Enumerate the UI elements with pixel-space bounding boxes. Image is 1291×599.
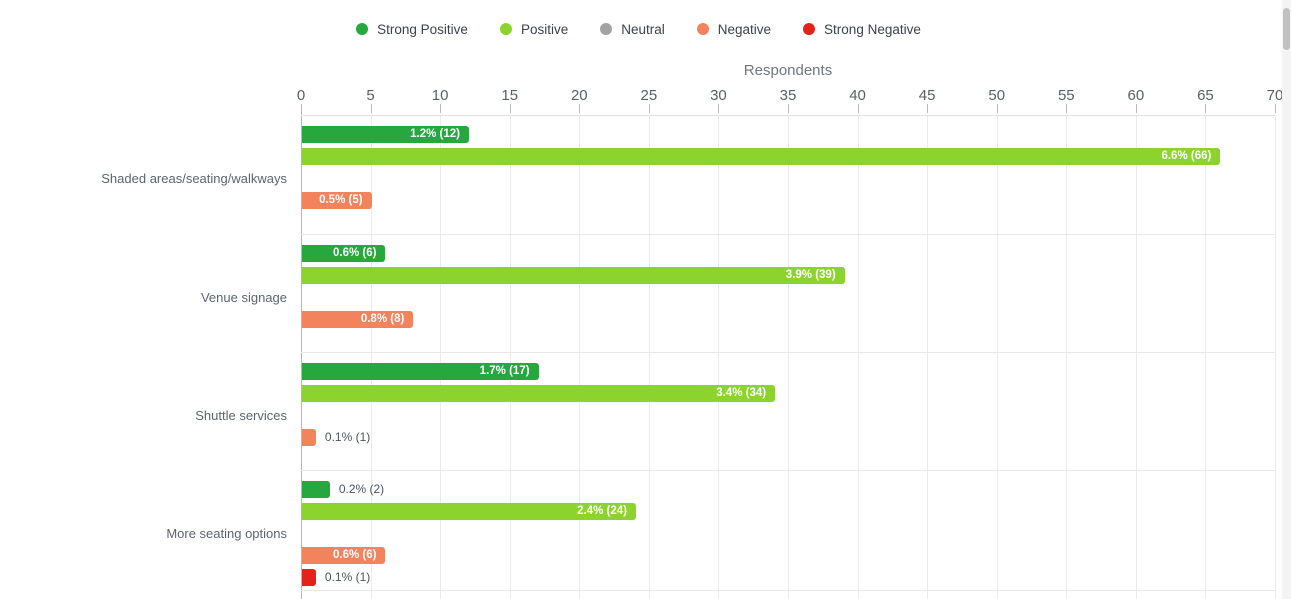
category-label-venue-signage: Venue signage <box>200 289 287 305</box>
gridline <box>718 115 720 599</box>
circle-swatch-icon <box>600 23 613 35</box>
bar-strong-positive-shaded-areas-seating-walkways[interactable]: 1.2% (12) <box>302 126 469 143</box>
x-tick-label: 65 <box>1197 87 1214 104</box>
x-tick-mark <box>857 104 859 113</box>
category-label-shaded-areas-seating-walkways: Shaded areas/seating/walkways <box>101 170 287 186</box>
group-separator <box>301 590 1275 591</box>
x-tick-label: 30 <box>710 87 727 104</box>
bar-strong-positive-more-seating-options[interactable] <box>302 481 330 498</box>
x-tick-mark <box>1275 104 1276 113</box>
circle-swatch-icon <box>696 23 709 35</box>
bar-negative-more-seating-options[interactable]: 0.6% (6) <box>302 547 386 564</box>
legend-item-strong-negative[interactable]: Strong Negative <box>803 22 921 37</box>
x-tick-label: 40 <box>849 87 866 104</box>
x-tick-mark <box>927 104 929 113</box>
bar-value-label: 0.1% (1) <box>324 430 371 444</box>
x-tick-mark <box>1205 104 1207 113</box>
bar-strong-negative-more-seating-options[interactable] <box>302 569 316 586</box>
gridline <box>440 115 442 599</box>
bar-negative-shaded-areas-seating-walkways[interactable]: 0.5% (5) <box>302 192 372 209</box>
bar-negative-venue-signage[interactable]: 0.8% (8) <box>302 311 414 328</box>
circle-swatch-icon <box>803 23 816 35</box>
scrollbar-thumb[interactable] <box>1283 8 1290 50</box>
x-tick-mark <box>440 104 442 113</box>
y-axis-line <box>301 104 302 599</box>
x-tick-label: 5 <box>366 87 375 104</box>
x-tick-mark <box>579 104 581 113</box>
legend-item-label: Positive <box>520 21 569 37</box>
x-tick-label: 0 <box>296 87 306 104</box>
x-tick-mark <box>1135 104 1137 113</box>
legend-item-label: Strong Positive <box>377 21 468 37</box>
bar-positive-more-seating-options[interactable]: 2.4% (24) <box>302 503 636 520</box>
x-tick-label: 50 <box>988 87 1006 104</box>
x-tick-label: 55 <box>1057 87 1075 104</box>
x-tick-label: 15 <box>501 87 519 104</box>
group-separator <box>301 234 1275 235</box>
plot-border-top <box>301 115 1275 116</box>
category-label-shuttle-services: Shuttle services <box>195 407 287 423</box>
gridline <box>788 115 789 599</box>
gridline <box>648 115 650 599</box>
bar-value-label: 0.2% (2) <box>338 482 385 496</box>
circle-swatch-icon <box>356 23 369 35</box>
gridline <box>1275 115 1276 599</box>
gridline <box>1135 115 1137 599</box>
gridline <box>996 115 998 599</box>
bar-positive-venue-signage[interactable]: 3.9% (39) <box>302 267 845 284</box>
legend-item-label: Neutral <box>621 21 665 37</box>
x-tick-label: 20 <box>570 87 588 104</box>
circle-swatch-icon <box>499 23 512 35</box>
x-tick-label: 70 <box>1266 87 1284 104</box>
x-tick-mark <box>370 104 372 113</box>
gridline <box>579 115 581 599</box>
legend-item-label: Strong Negative <box>824 21 921 37</box>
x-tick-mark <box>1066 104 1068 113</box>
gridline <box>1066 115 1068 599</box>
x-tick-label: 35 <box>779 87 797 104</box>
gridline <box>1205 115 1207 599</box>
chart-legend: Strong Positive Positive Neutral Negative St… <box>0 16 1277 42</box>
gridline <box>927 115 929 599</box>
bar-positive-shaded-areas-seating-walkways[interactable]: 6.6% (66) <box>302 148 1221 165</box>
x-axis-title: Respondents <box>743 62 833 79</box>
legend-item-negative[interactable]: Negative <box>696 21 772 37</box>
legend-item-positive[interactable]: Positive <box>499 21 569 37</box>
bar-positive-shuttle-services[interactable]: 3.4% (34) <box>302 385 776 402</box>
vertical-scrollbar[interactable] <box>1282 0 1291 599</box>
bar-strong-positive-venue-signage[interactable]: 0.6% (6) <box>302 245 386 262</box>
bar-strong-positive-shuttle-services[interactable]: 1.7% (17) <box>302 363 539 380</box>
gridline <box>370 115 372 599</box>
bar-value-label: 0.1% (1) <box>324 570 371 584</box>
legend-item-neutral[interactable]: Neutral <box>600 22 665 37</box>
group-separator <box>301 352 1275 353</box>
x-tick-mark <box>718 104 720 113</box>
bar-negative-shuttle-services[interactable] <box>302 429 316 446</box>
group-separator <box>301 470 1275 471</box>
x-tick-label: 10 <box>431 87 449 104</box>
x-tick-label: 45 <box>918 87 936 104</box>
legend-item-label: Negative <box>717 21 772 37</box>
x-tick-mark <box>788 104 789 113</box>
x-tick-mark <box>648 104 650 113</box>
x-tick-mark <box>509 104 511 113</box>
x-tick-label: 60 <box>1127 87 1145 104</box>
x-tick-mark <box>996 104 998 113</box>
gridline <box>857 115 859 599</box>
x-tick-label: 25 <box>640 87 658 104</box>
category-label-more-seating-options: More seating options <box>166 525 287 541</box>
legend-item-strong-positive[interactable]: Strong Positive <box>356 22 468 37</box>
gridline <box>509 115 511 599</box>
